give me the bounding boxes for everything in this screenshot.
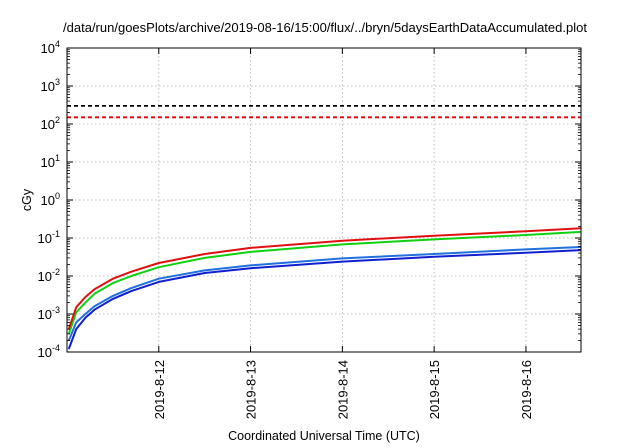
y-tick-label: 102	[41, 115, 60, 132]
y-axis: 104 103 102 101 100 10-1 10-2 10-3 10-4	[38, 39, 581, 360]
y-tick-label: 100	[41, 191, 60, 208]
x-tick-label: 2019-8-16	[519, 360, 534, 419]
series-lines	[67, 227, 582, 350]
series-line	[67, 246, 582, 341]
grid	[67, 48, 581, 352]
y-tick-label: 101	[41, 153, 60, 170]
series-line	[67, 230, 582, 335]
series-line	[67, 227, 582, 330]
y-tick-label: 10-3	[38, 305, 60, 322]
threshold-lines	[67, 104, 581, 119]
x-tick-label: 2019-8-13	[244, 360, 259, 419]
x-tick-label: 2019-8-14	[335, 360, 350, 419]
x-tick-label: 2019-8-15	[427, 360, 442, 419]
y-tick-label: 10-1	[38, 229, 60, 246]
y-tick-label: 10-4	[38, 343, 60, 360]
y-tick-label: 104	[41, 39, 60, 56]
chart-title: /data/run/goesPlots/archive/2019-08-16/1…	[63, 20, 587, 35]
y-axis-label: cGy	[20, 188, 34, 211]
y-tick-label: 103	[41, 77, 60, 94]
x-tick-label: 2019-8-12	[152, 360, 167, 419]
series-line	[67, 249, 582, 350]
y-tick-label: 10-2	[38, 267, 60, 284]
x-axis: 2019-8-12 2019-8-13 2019-8-14 2019-8-15 2019…	[152, 48, 534, 419]
x-axis-label: Coordinated Universal Time (UTC)	[228, 429, 420, 443]
